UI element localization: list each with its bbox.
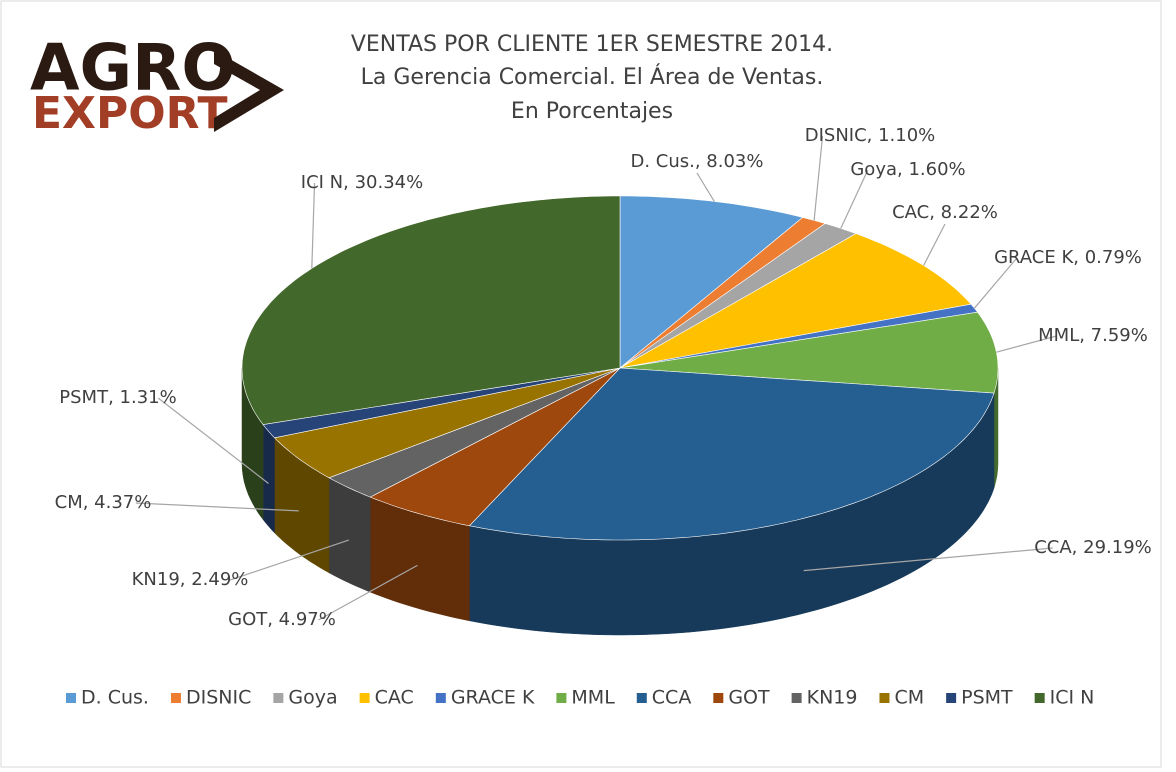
data-label: ICI N, 30.34% [301, 172, 423, 193]
slice [369, 367, 621, 527]
legend-swatch [636, 693, 647, 703]
data-label: GOT, 4.97% [228, 609, 336, 630]
legend-swatch [66, 693, 76, 703]
legend-swatch [435, 693, 446, 703]
slice-side [328, 477, 371, 593]
legend-label: CM [894, 687, 924, 709]
legend-label: CCA [652, 687, 692, 709]
legend-swatch [1034, 693, 1045, 703]
legend-swatch [713, 693, 724, 703]
leader-line [840, 169, 869, 229]
leader-line [318, 564, 418, 621]
chart-subtitle: La Gerencia Comercial. El Área de Ventas… [361, 64, 824, 90]
legend-label: D. Cus. [81, 687, 149, 709]
legend-swatch [946, 693, 957, 703]
data-label: CAC, 8.22% [892, 202, 998, 223]
legend-label: ICI N [1050, 687, 1095, 709]
chart-subtitle: En Porcentajes [511, 99, 673, 124]
slice [273, 367, 621, 479]
data-label: D. Cus., 8.03% [630, 151, 763, 172]
logo-top: AGRO [30, 32, 236, 106]
leader-line [996, 335, 1057, 353]
slice [468, 367, 995, 541]
leader-line [813, 135, 824, 221]
data-label: DISNIC, 1.10% [805, 125, 936, 146]
data-label: MML, 7.59% [1038, 325, 1148, 346]
legend-label: Goya [288, 687, 337, 709]
data-label: Goya, 1.60% [850, 159, 965, 180]
legend-swatch [879, 693, 890, 703]
data-label: KN19, 2.49% [132, 569, 249, 590]
chart-title: VENTAS POR CLIENTE 1ER SEMESTRE 2014. [351, 32, 833, 57]
data-label: PSMT, 1.31% [59, 387, 176, 408]
legend-label: PSMT [961, 687, 1013, 709]
leader-line [803, 547, 1053, 572]
legend-label: MML [571, 687, 615, 709]
legend-label: DISNIC [186, 687, 251, 709]
slice [262, 367, 621, 439]
slice-side [262, 423, 275, 534]
legend-swatch [791, 693, 802, 703]
leader-line [696, 172, 715, 202]
data-label: CM, 4.37% [55, 492, 152, 513]
legend-swatch [359, 693, 370, 703]
legend-swatch [273, 693, 284, 703]
leader-line [973, 257, 1018, 309]
legend-label: GOT [728, 687, 770, 709]
logo-bottom: EXPORT [32, 88, 228, 139]
logo: AGRO EXPORT [30, 32, 284, 139]
legend-label: KN19 [807, 687, 858, 709]
data-label: CCA, 29.19% [1034, 537, 1152, 558]
leader-line [229, 539, 349, 581]
legend-label: GRACE K [451, 687, 535, 709]
legend-swatch [170, 693, 181, 703]
logo-arrow [214, 50, 284, 132]
leader-line [311, 182, 316, 269]
leader-line [923, 223, 946, 266]
leader-line [135, 502, 299, 512]
data-label: GRACE K, 0.79% [994, 247, 1142, 268]
leader-line [157, 397, 269, 484]
legend-label: CAC [375, 687, 414, 709]
legend-swatch [556, 693, 567, 703]
slice [328, 367, 621, 498]
